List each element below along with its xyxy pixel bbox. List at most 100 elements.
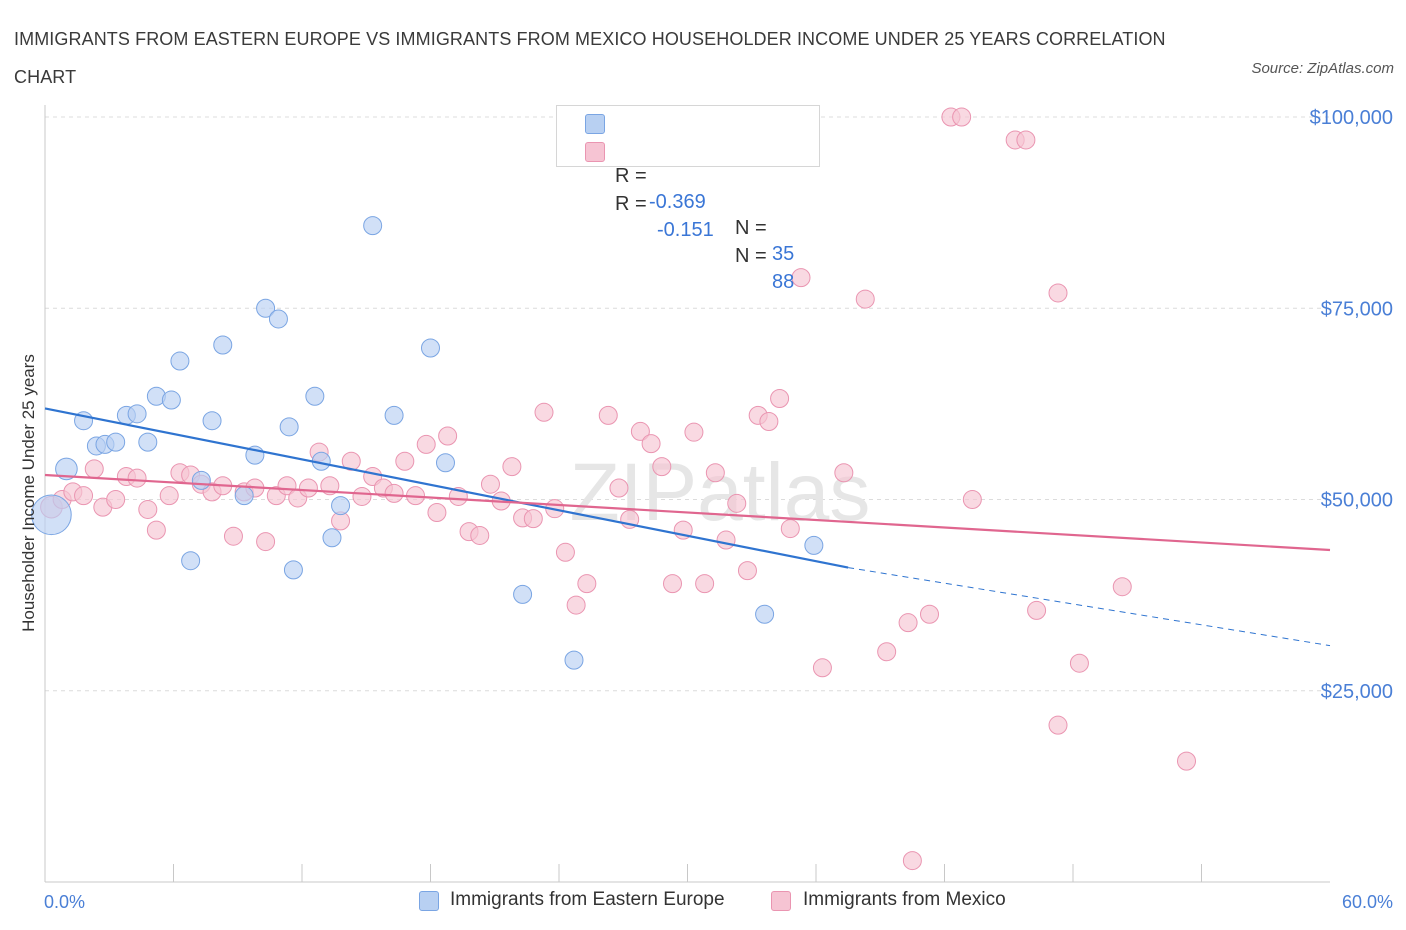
- mexico-point: [577, 574, 597, 594]
- eastern-europe-point: [283, 560, 303, 580]
- mexico-point: [256, 532, 276, 552]
- pink-swatch: [585, 142, 605, 162]
- mexico-point: [898, 613, 918, 633]
- legend-row-mexico: R = -0.151 N = 88: [557, 139, 794, 293]
- mexico-point: [1177, 751, 1197, 771]
- y-tick-label: $25,000: [1321, 681, 1393, 703]
- eastern-europe-point: [268, 309, 288, 329]
- mexico-point: [534, 402, 554, 422]
- eastern-europe-point: [170, 351, 190, 371]
- mexico-point: [759, 411, 779, 431]
- mexico-point: [555, 542, 575, 562]
- mexico-point: [630, 421, 650, 441]
- eastern-europe-point: [55, 457, 78, 481]
- mexico-point: [1016, 130, 1036, 150]
- mexico-point: [146, 520, 166, 540]
- mexico-point: [920, 604, 940, 624]
- y-axis-title: Householder Income Under 25 years: [19, 354, 38, 632]
- mexico-point: [716, 530, 736, 550]
- eastern-europe-point: [279, 417, 299, 437]
- y-tick-label: $50,000: [1321, 490, 1393, 512]
- mexico-point: [855, 289, 875, 309]
- eastern-europe-point: [755, 604, 775, 624]
- chart-title: IMMIGRANTS FROM EASTERN EUROPE VS IMMIGR…: [14, 29, 1166, 87]
- mexico-point: [138, 499, 158, 519]
- mexico-point: [84, 459, 104, 479]
- mexico-point: [384, 483, 404, 503]
- mexico-point: [1112, 577, 1132, 597]
- eastern-europe-point: [421, 338, 440, 358]
- eastern-europe-point: [331, 496, 351, 516]
- mexico-point: [663, 574, 683, 594]
- eastern-europe-point: [161, 390, 181, 410]
- mexico-point: [438, 426, 458, 446]
- eastern-europe-point: [305, 386, 325, 406]
- mexico-point: [470, 525, 490, 545]
- eastern-europe-point: [31, 494, 72, 536]
- mexico-points: [40, 107, 1197, 871]
- eastern-europe-point: [363, 216, 383, 236]
- source-label: Source: ZipAtlas.com: [1251, 60, 1394, 77]
- eastern-europe-points: [31, 216, 824, 670]
- eastern-europe-point: [127, 404, 147, 424]
- stats-legend: R = -0.369 N = 35 R = -0.151 N = 88: [556, 105, 820, 293]
- mexico-point: [684, 422, 704, 442]
- mexico-point: [695, 574, 715, 594]
- mexico-point: [416, 434, 436, 454]
- axes: [44, 105, 1330, 883]
- mexico-point: [320, 476, 340, 496]
- mexico-point: [641, 434, 661, 454]
- legend-row-eastern-europe: R = -0.369 N = 35: [557, 111, 794, 265]
- mexico-point: [106, 490, 126, 509]
- mexico-point: [1069, 653, 1089, 673]
- mexico-point: [652, 457, 672, 477]
- mexico-point: [962, 490, 982, 509]
- blue-swatch: [585, 114, 605, 134]
- eastern-europe-trend-line: [44, 407, 849, 569]
- eastern-europe-point: [384, 405, 404, 425]
- legend-label-mexico: Immigrants from Mexico: [803, 889, 1006, 910]
- x-tick-min: 0.0%: [44, 892, 85, 912]
- mexico-point: [705, 463, 725, 483]
- mexico-point: [298, 478, 318, 498]
- mexico-point: [598, 405, 618, 425]
- trend-lines: [44, 407, 1331, 647]
- mexico-point: [791, 268, 811, 288]
- mexico-point: [834, 463, 854, 483]
- mexico-point: [480, 474, 500, 494]
- eastern-europe-trend-extension: [848, 567, 1331, 647]
- mexico-point: [74, 486, 94, 506]
- mexico-point: [952, 107, 972, 127]
- mexico-point: [727, 493, 747, 513]
- mexico-point: [877, 642, 897, 662]
- mexico-point: [427, 503, 447, 523]
- y-tick-labels: $25,000 $50,000 $75,000 $100,000: [1310, 107, 1393, 703]
- mexico-point: [223, 526, 243, 546]
- eastern-europe-point: [181, 551, 201, 571]
- mexico-point: [523, 509, 543, 529]
- mexico-point: [737, 561, 757, 581]
- eastern-europe-point: [106, 432, 126, 452]
- mexico-point: [127, 468, 147, 488]
- mexico-point: [770, 389, 790, 409]
- mexico-trend-line: [44, 473, 1331, 552]
- mexico-point: [159, 486, 179, 506]
- mexico-point: [566, 595, 586, 615]
- legend-label-eastern-europe: Immigrants from Eastern Europe: [450, 889, 725, 910]
- eastern-europe-point: [191, 470, 211, 490]
- mexico-point: [780, 519, 800, 539]
- mexico-point: [395, 451, 415, 471]
- mexico-point: [1048, 283, 1068, 303]
- eastern-europe-point: [435, 453, 455, 473]
- mexico-point: [502, 457, 522, 477]
- y-tick-label: $100,000: [1310, 107, 1393, 129]
- eastern-europe-point: [513, 584, 533, 604]
- eastern-europe-point: [256, 298, 276, 318]
- mexico-point: [1048, 715, 1068, 735]
- legend-swatch-mexico: [771, 891, 791, 911]
- y-tick-label: $75,000: [1321, 298, 1393, 320]
- mexico-point: [1027, 600, 1047, 620]
- eastern-europe-point: [804, 535, 824, 555]
- mexico-point: [352, 486, 372, 506]
